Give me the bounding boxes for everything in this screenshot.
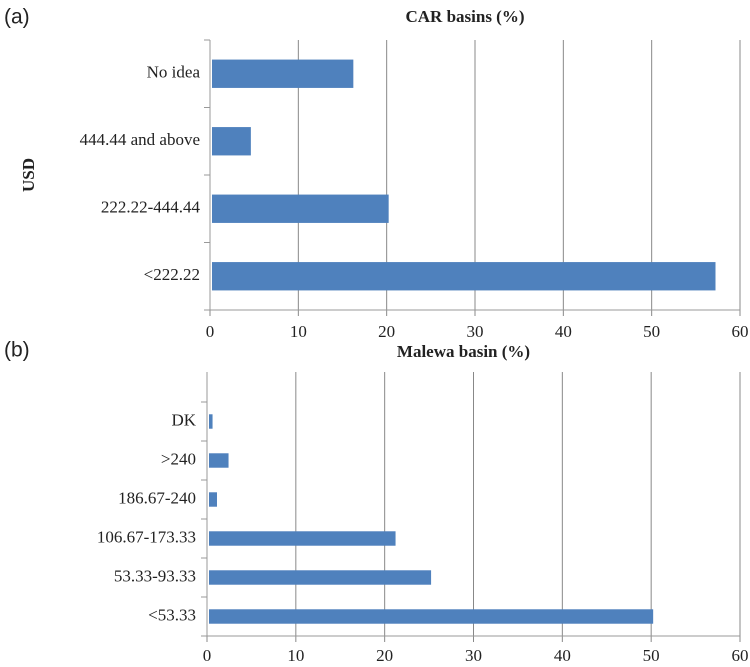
y-tick-label: <53.33 bbox=[148, 605, 196, 624]
x-tick-label: 50 bbox=[643, 646, 660, 665]
panel-label: (b) bbox=[4, 339, 30, 362]
y-tick-label: 53.33-93.33 bbox=[114, 566, 196, 585]
bar bbox=[212, 262, 716, 291]
panel-label: (a) bbox=[4, 6, 30, 29]
bar bbox=[209, 453, 229, 468]
y-tick-label: 106.67-173.33 bbox=[97, 527, 196, 546]
bar bbox=[209, 492, 217, 507]
bar bbox=[209, 414, 213, 429]
x-tick-label: 40 bbox=[554, 646, 571, 665]
y-tick-label: 444.44 and above bbox=[80, 130, 200, 149]
bar bbox=[209, 570, 432, 585]
bar bbox=[209, 609, 654, 624]
y-tick-label: DK bbox=[171, 410, 196, 429]
bar bbox=[212, 194, 389, 223]
y-axis-label: USD bbox=[19, 158, 38, 192]
x-tick-label: 30 bbox=[465, 646, 482, 665]
x-tick-label: 50 bbox=[643, 322, 660, 341]
x-tick-label: 40 bbox=[555, 322, 572, 341]
x-tick-label: 0 bbox=[206, 322, 215, 341]
bar bbox=[209, 531, 396, 546]
y-tick-label: <222.22 bbox=[144, 265, 200, 284]
y-tick-label: 222.22-444.44 bbox=[101, 198, 201, 217]
bar bbox=[212, 59, 354, 88]
y-tick-label: No idea bbox=[147, 63, 201, 82]
bar bbox=[212, 127, 251, 156]
x-tick-label: 10 bbox=[287, 646, 304, 665]
x-tick-label: 30 bbox=[467, 322, 484, 341]
x-tick-label: 60 bbox=[732, 646, 749, 665]
chart-title: Malewa basin (%) bbox=[397, 342, 530, 361]
chart-title: CAR basins (%) bbox=[405, 7, 524, 26]
y-tick-label: 186.67-240 bbox=[118, 488, 196, 507]
x-tick-label: 20 bbox=[376, 646, 393, 665]
x-tick-label: 10 bbox=[290, 322, 307, 341]
x-tick-label: 20 bbox=[378, 322, 395, 341]
x-tick-label: 60 bbox=[732, 322, 749, 341]
y-tick-label: >240 bbox=[161, 449, 196, 468]
x-tick-label: 0 bbox=[203, 646, 212, 665]
